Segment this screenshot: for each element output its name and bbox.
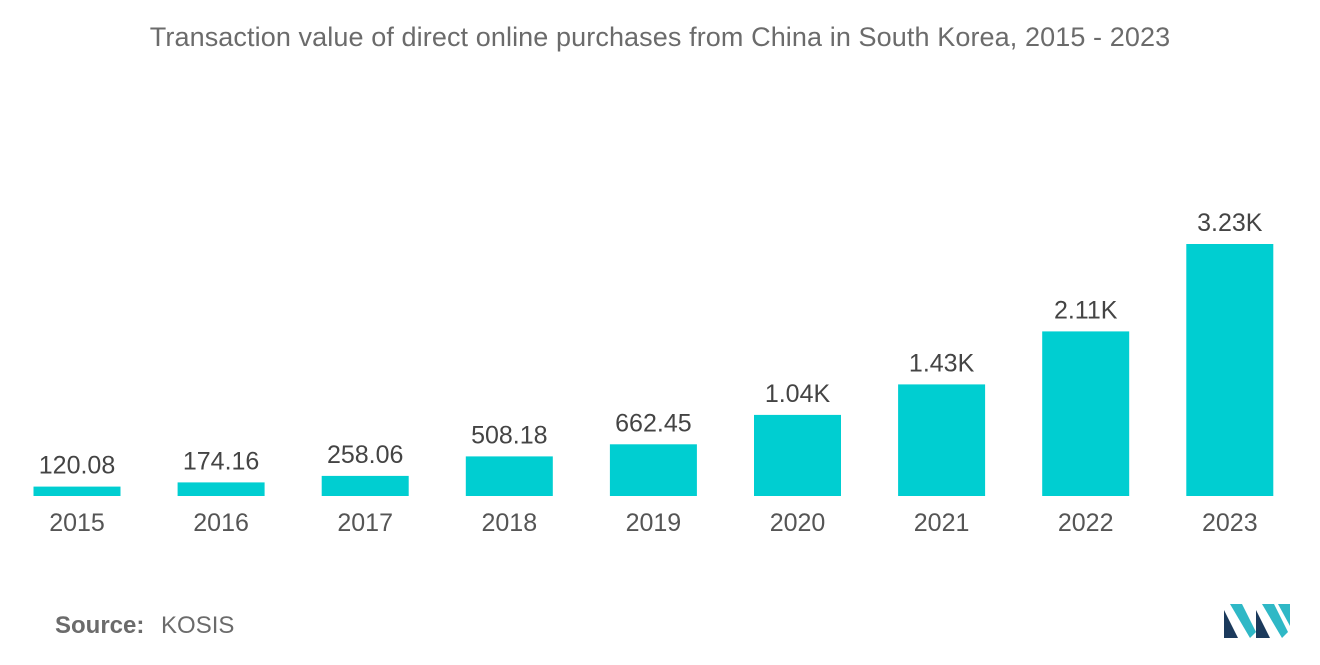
source-line: Source: KOSIS (55, 612, 234, 640)
x-tick-label-2017: 2017 (337, 509, 393, 537)
value-label-2018: 508.18 (471, 421, 547, 449)
value-label-2020: 1.04K (765, 380, 831, 408)
bar-2021 (898, 384, 986, 496)
value-label-2019: 662.45 (615, 409, 691, 437)
value-labels-layer: 120.08 174.16 258.06 508.18 662.45 1.04K 1.43K… (39, 209, 1263, 480)
chart-title: Transaction value of direct online purch… (149, 22, 1171, 52)
value-label-2016: 174.16 (183, 447, 259, 475)
x-tick-label-2023: 2023 (1202, 509, 1258, 537)
value-label-2023: 3.23K (1197, 209, 1263, 237)
x-tick-label-2021: 2021 (914, 509, 970, 537)
bar-2018 (465, 456, 553, 496)
value-label-2022: 2.11K (1054, 296, 1118, 324)
x-tick-label-2022: 2022 (1058, 509, 1114, 537)
x-axis-ticks-layer: 2015 2016 2017 2018 2019 2020 2021 2022 2023 (49, 509, 1257, 537)
source-value: KOSIS (161, 612, 235, 639)
mordor-intelligence-logo-icon (1224, 604, 1290, 638)
value-label-2021: 1.43K (909, 349, 975, 377)
bar-2015 (33, 486, 121, 496)
value-label-2017: 258.06 (327, 441, 403, 469)
bar-2022 (1042, 331, 1130, 496)
bar-2017 (321, 475, 409, 496)
x-tick-label-2016: 2016 (193, 509, 249, 537)
x-tick-label-2020: 2020 (770, 509, 826, 537)
bar-2016 (177, 482, 265, 496)
source-label: Source: (55, 612, 145, 639)
bars-layer (33, 244, 1274, 496)
x-tick-label-2015: 2015 (49, 509, 105, 537)
value-label-2015: 120.08 (39, 452, 115, 480)
x-tick-label-2019: 2019 (626, 509, 682, 537)
x-tick-label-2018: 2018 (481, 509, 537, 537)
bar-2019 (609, 444, 697, 496)
bar-2020 (754, 414, 841, 496)
bar-2023 (1186, 244, 1274, 496)
